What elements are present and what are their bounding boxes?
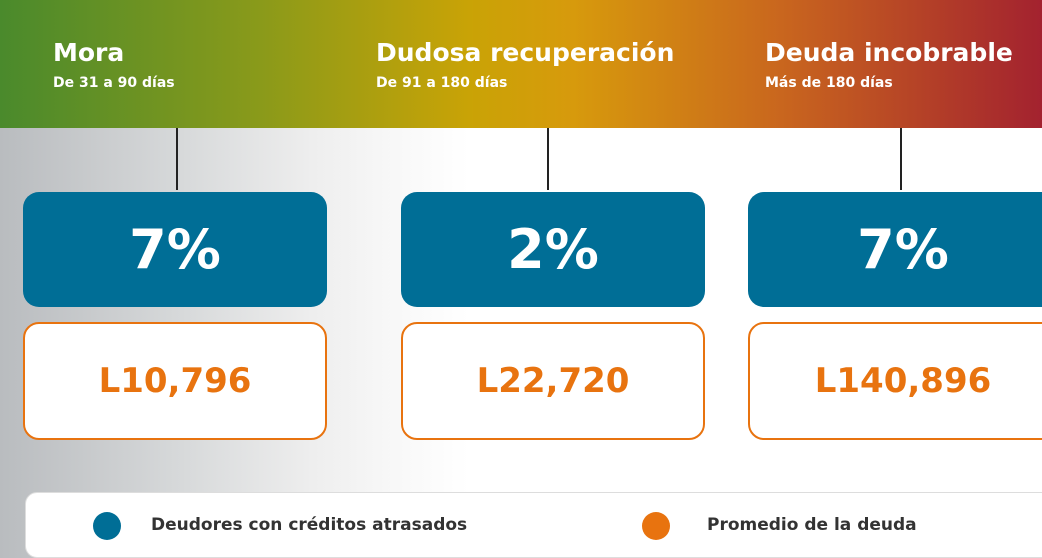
column-title: Mora bbox=[53, 38, 124, 67]
percent-box: 7% bbox=[748, 192, 1042, 307]
connector-line bbox=[547, 128, 549, 190]
connector-line bbox=[176, 128, 178, 190]
column-subtitle: Más de 180 días bbox=[765, 75, 893, 91]
legend-dot bbox=[642, 512, 670, 540]
percent-box: 7% bbox=[23, 192, 327, 307]
legend: Deudores con créditos atrasados Promedio … bbox=[25, 492, 1042, 558]
amount-box: L22,720 bbox=[401, 322, 705, 440]
infographic: Deudores con créditos atrasados Promedio … bbox=[0, 0, 1042, 558]
amount-box: L140,896 bbox=[748, 322, 1042, 440]
legend-dot bbox=[93, 512, 121, 540]
column-title: Deuda incobrable bbox=[765, 38, 1013, 67]
column-subtitle: De 91 a 180 días bbox=[376, 75, 507, 91]
amount-box: L10,796 bbox=[23, 322, 327, 440]
column-title: Dudosa recuperación bbox=[376, 38, 674, 67]
percent-box: 2% bbox=[401, 192, 705, 307]
column-subtitle: De 31 a 90 días bbox=[53, 75, 175, 91]
legend-label: Deudores con créditos atrasados bbox=[151, 515, 467, 535]
legend-label: Promedio de la deuda bbox=[707, 515, 917, 535]
connector-line bbox=[900, 128, 902, 190]
